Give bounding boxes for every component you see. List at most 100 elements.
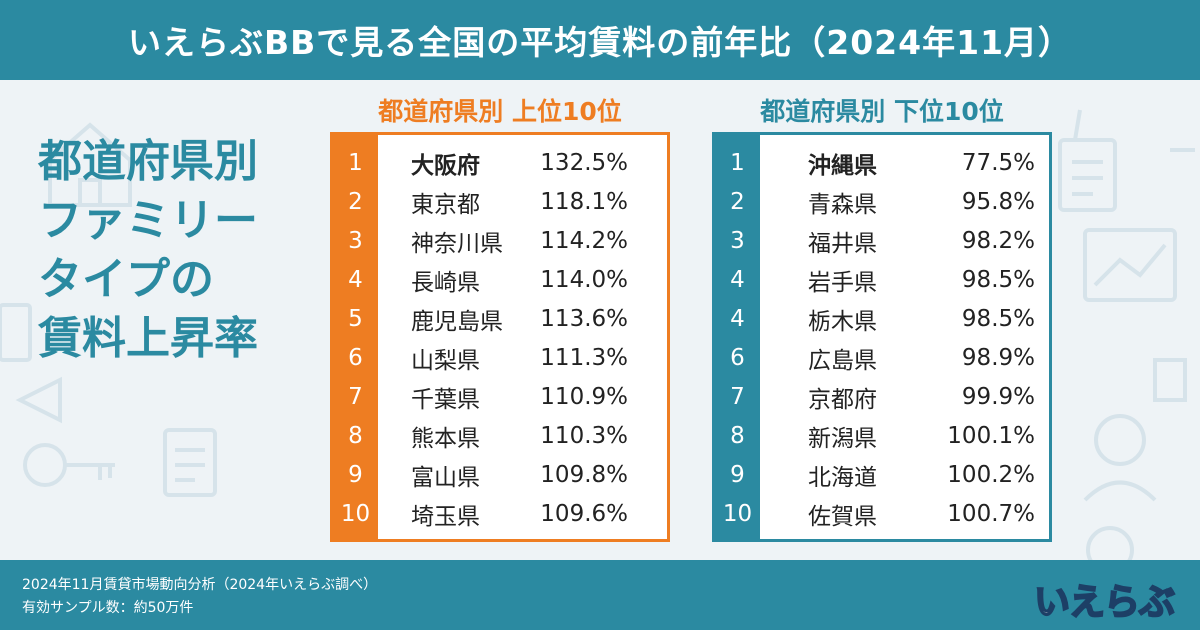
table-row: 山梨県 111.3% xyxy=(378,338,667,377)
bottom10-table: 1 2 3 4 4 6 7 8 9 10 沖縄県 77.5% 青森県 95.8% 福… xyxy=(712,132,1052,542)
rank-number: 8 xyxy=(348,422,363,449)
table-row: 佐賀県 100.7% xyxy=(760,494,1049,533)
rent-ratio: 118.1% xyxy=(540,188,628,215)
side-title-line: ファミリー xyxy=(38,195,258,246)
table-row: 長崎県 114.0% xyxy=(378,260,667,299)
rank-number: 1 xyxy=(730,149,745,176)
table-row: 京都府 99.9% xyxy=(760,377,1049,416)
top10-table: 1 2 3 4 5 6 7 8 9 10 大阪府 132.5% 東京都 118.1%… xyxy=(330,132,670,542)
prefecture-name: 福井県 xyxy=(808,230,877,257)
table-row: 大阪府 132.5% xyxy=(378,143,667,182)
rent-ratio: 98.2% xyxy=(961,227,1035,254)
rent-ratio: 100.1% xyxy=(947,422,1035,449)
rent-ratio: 132.5% xyxy=(540,149,628,176)
document-icon xyxy=(1058,138,1117,212)
prefecture-name: 広島県 xyxy=(808,347,877,374)
prefecture-name: 京都府 xyxy=(808,386,877,413)
rank-column: 1 2 3 4 4 6 7 8 9 10 xyxy=(715,135,760,539)
rank-number: 5 xyxy=(348,305,363,332)
rank-number: 3 xyxy=(730,227,745,254)
side-title: 都道府県別 ファミリー タイプの 賃料上昇率 xyxy=(38,132,308,368)
page-footer: 2024年11月賃貸市場動向分析（2024年いえらぶ調べ） 有効サンプル数：約5… xyxy=(0,560,1200,630)
prefecture-name: 熊本県 xyxy=(411,425,480,452)
table-rows: 大阪府 132.5% 東京都 118.1% 神奈川県 114.2% 長崎県 114.0%… xyxy=(378,135,667,539)
prefecture-name: 鹿児島県 xyxy=(411,308,503,335)
prefecture-name: 岩手県 xyxy=(808,269,877,296)
rank-number: 7 xyxy=(348,383,363,410)
rent-ratio: 111.3% xyxy=(540,344,628,371)
table-row: 福井県 98.2% xyxy=(760,221,1049,260)
table-row: 青森県 95.8% xyxy=(760,182,1049,221)
rank-number: 6 xyxy=(730,344,745,371)
rank-number: 1 xyxy=(348,149,363,176)
rank-number: 6 xyxy=(348,344,363,371)
prefecture-name: 栃木県 xyxy=(808,308,877,335)
house-icon xyxy=(48,122,132,207)
rent-ratio: 100.7% xyxy=(947,500,1035,527)
prefecture-name: 東京都 xyxy=(411,191,480,218)
table-row: 埼玉県 109.6% xyxy=(378,494,667,533)
rank-number: 4 xyxy=(730,305,745,332)
prefecture-name: 神奈川県 xyxy=(411,230,503,257)
table-row: 新潟県 100.1% xyxy=(760,416,1049,455)
table-row: 栃木県 98.5% xyxy=(760,299,1049,338)
rent-ratio: 114.0% xyxy=(540,266,628,293)
table-row: 鹿児島県 113.6% xyxy=(378,299,667,338)
prefecture-name: 埼玉県 xyxy=(411,503,480,530)
background-decoration xyxy=(0,109,1195,560)
table-row: 熊本県 110.3% xyxy=(378,416,667,455)
rent-ratio: 77.5% xyxy=(961,149,1035,176)
page-title: いえらぶBBで見る全国の平均賃料の前年比（2024年11月） xyxy=(127,23,1073,62)
rent-ratio: 98.5% xyxy=(961,305,1035,332)
table-row: 広島県 98.9% xyxy=(760,338,1049,377)
rent-ratio: 114.2% xyxy=(540,227,628,254)
table-row: 沖縄県 77.5% xyxy=(760,143,1049,182)
table-row: 東京都 118.1% xyxy=(378,182,667,221)
prefecture-name: 新潟県 xyxy=(808,425,877,452)
rent-ratio: 98.5% xyxy=(961,266,1035,293)
sample-note: 有効サンプル数：約50万件 xyxy=(22,600,194,616)
prefecture-name: 佐賀県 xyxy=(808,503,877,530)
rank-number: 9 xyxy=(730,461,745,488)
rank-number: 10 xyxy=(722,500,753,527)
rank-number: 3 xyxy=(348,227,363,254)
rent-ratio: 113.6% xyxy=(540,305,628,332)
table-rows: 沖縄県 77.5% 青森県 95.8% 福井県 98.2% 岩手県 98.5% 栃木県 9… xyxy=(760,135,1049,539)
chart-icon xyxy=(1083,228,1177,302)
rank-number: 4 xyxy=(348,266,363,293)
rank-number: 10 xyxy=(340,500,371,527)
prefecture-name: 千葉県 xyxy=(411,386,480,413)
page-header: いえらぶBBで見る全国の平均賃料の前年比（2024年11月） xyxy=(0,0,1200,80)
rank-number: 2 xyxy=(348,188,363,215)
rent-ratio: 99.9% xyxy=(961,383,1035,410)
prefecture-name: 沖縄県 xyxy=(808,152,877,179)
brand-logo: いえらぶ xyxy=(1033,581,1176,624)
prefecture-name: 富山県 xyxy=(411,464,480,491)
table-row: 北海道 100.2% xyxy=(760,455,1049,494)
rent-ratio: 109.6% xyxy=(540,500,628,527)
rent-ratio: 95.8% xyxy=(961,188,1035,215)
side-title-line: 賃料上昇率 xyxy=(38,313,258,364)
prefecture-name: 青森県 xyxy=(808,191,877,218)
top10-heading: 都道府県別 上位10位 xyxy=(378,97,622,126)
rank-number: 2 xyxy=(730,188,745,215)
document-icon xyxy=(163,428,217,497)
rank-number: 9 xyxy=(348,461,363,488)
key-icon xyxy=(23,443,67,487)
rent-ratio: 110.3% xyxy=(540,422,628,449)
table-row: 岩手県 98.5% xyxy=(760,260,1049,299)
rent-ratio: 109.8% xyxy=(540,461,628,488)
rank-number: 4 xyxy=(730,266,745,293)
rank-column: 1 2 3 4 5 6 7 8 9 10 xyxy=(333,135,378,539)
prefecture-name: 山梨県 xyxy=(411,347,480,374)
person-icon xyxy=(1094,414,1146,466)
rent-ratio: 98.9% xyxy=(961,344,1035,371)
side-title-line: タイプの xyxy=(38,254,214,305)
rank-number: 8 xyxy=(730,422,745,449)
table-row: 富山県 109.8% xyxy=(378,455,667,494)
table-row: 千葉県 110.9% xyxy=(378,377,667,416)
rank-number: 7 xyxy=(730,383,745,410)
rent-ratio: 110.9% xyxy=(540,383,628,410)
bottom10-heading: 都道府県別 下位10位 xyxy=(760,97,1004,126)
source-note: 2024年11月賃貸市場動向分析（2024年いえらぶ調べ） xyxy=(22,577,378,593)
